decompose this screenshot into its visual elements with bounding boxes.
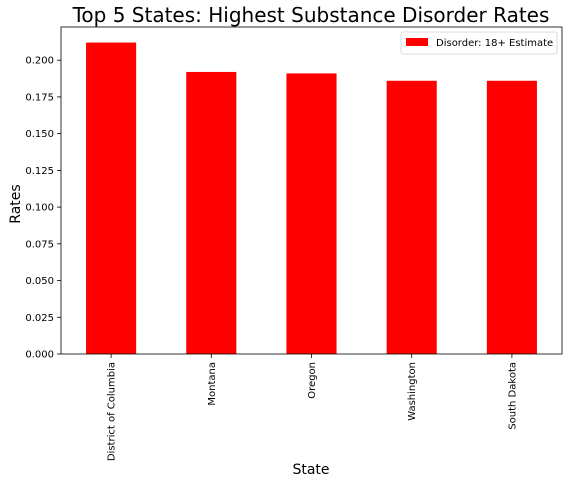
bar <box>86 43 136 354</box>
x-tick-label: Washington <box>407 362 418 421</box>
bar <box>387 81 437 354</box>
x-tick-label: Montana <box>207 362 218 406</box>
x-axis-label: State <box>292 462 329 478</box>
legend-label: Disorder: 18+ Estimate <box>436 38 553 49</box>
x-tick-label: District of Columbia <box>107 362 118 461</box>
chart-title: Top 5 States: Highest Substance Disorder… <box>72 3 550 27</box>
legend: Disorder: 18+ Estimate <box>401 32 557 54</box>
y-axis-label: Rates <box>8 184 24 223</box>
y-tick-label: 0.075 <box>25 239 54 250</box>
x-tick-label: Oregon <box>307 362 318 399</box>
bar <box>186 72 236 354</box>
x-ticks-group: District of Columbia Montana Oregon Washing… <box>107 354 519 461</box>
y-tick-label: 0.025 <box>25 313 54 324</box>
y-ticks-group: 0.000 0.025 0.050 0.075 0.100 0.125 0.150 0.175… <box>25 56 61 361</box>
bars-group <box>86 43 537 354</box>
y-tick-label: 0.200 <box>25 56 54 67</box>
bar <box>286 73 336 354</box>
y-tick-label: 0.100 <box>25 203 54 214</box>
y-tick-label: 0.150 <box>25 129 54 140</box>
x-tick-label: South Dakota <box>507 362 518 430</box>
y-tick-label: 0.125 <box>25 166 54 177</box>
y-tick-label: 0.050 <box>25 276 54 287</box>
bar <box>487 81 537 354</box>
y-tick-label: 0.175 <box>25 92 54 103</box>
y-tick-label: 0.000 <box>25 350 54 361</box>
legend-swatch <box>406 38 428 46</box>
